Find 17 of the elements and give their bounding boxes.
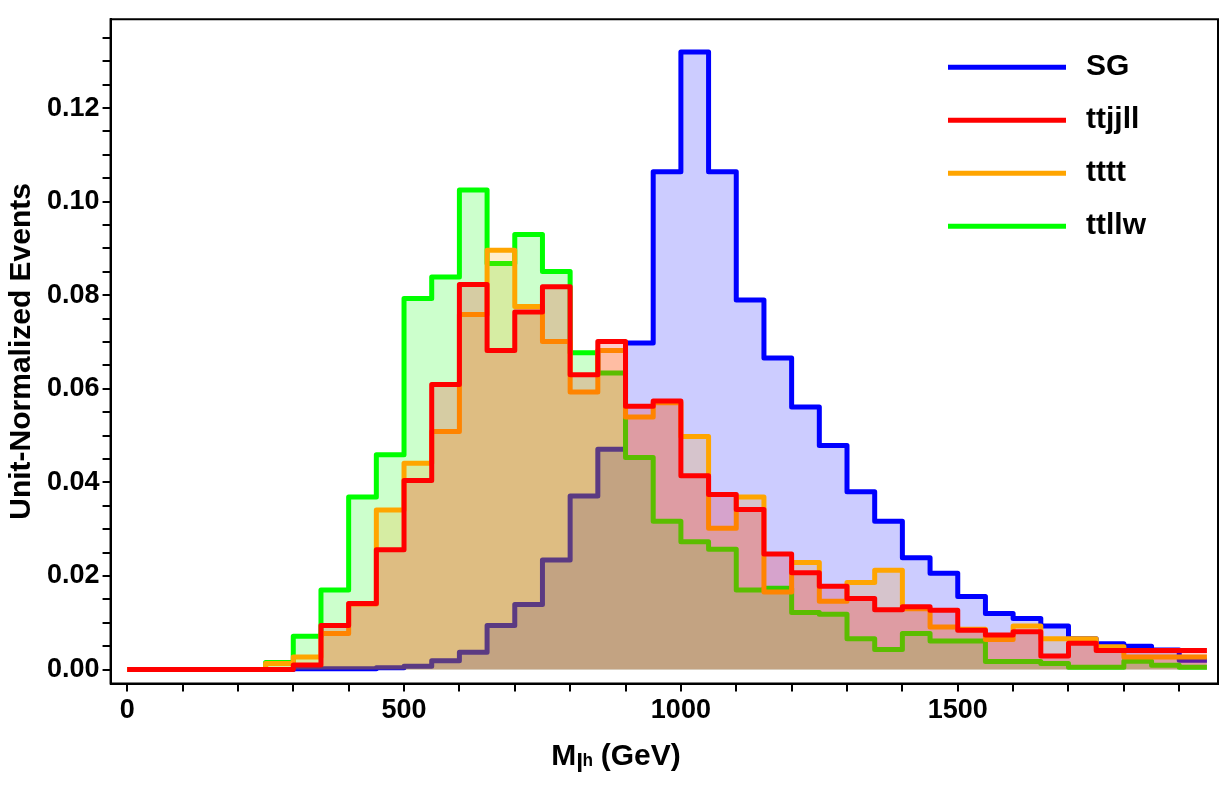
- x-axis-title: M$_{lʰ}$ (GeV): [550, 738, 682, 778]
- y-tick-label: 0.12: [46, 91, 100, 122]
- y-tick-label: 0.04: [46, 465, 100, 496]
- legend-label: ttllw: [1086, 207, 1147, 241]
- x-tick-label: 0: [119, 694, 135, 725]
- y-tick-label: 0.00: [46, 653, 100, 684]
- x-tick-label: 1500: [927, 694, 988, 725]
- y-tick-label: 0.06: [46, 372, 100, 403]
- legend-label: tttt: [1086, 154, 1126, 188]
- y-tick-label: 0.10: [46, 185, 100, 216]
- legend-label: SG: [1086, 48, 1130, 82]
- y-tick-label: 0.02: [46, 559, 100, 590]
- x-tick-label: 1000: [650, 694, 711, 725]
- x-tick-label: 500: [381, 694, 427, 725]
- y-axis-title: Unit-Normalized Events: [3, 183, 37, 520]
- legend-label: ttjjll: [1086, 101, 1140, 135]
- y-tick-label: 0.08: [46, 278, 100, 309]
